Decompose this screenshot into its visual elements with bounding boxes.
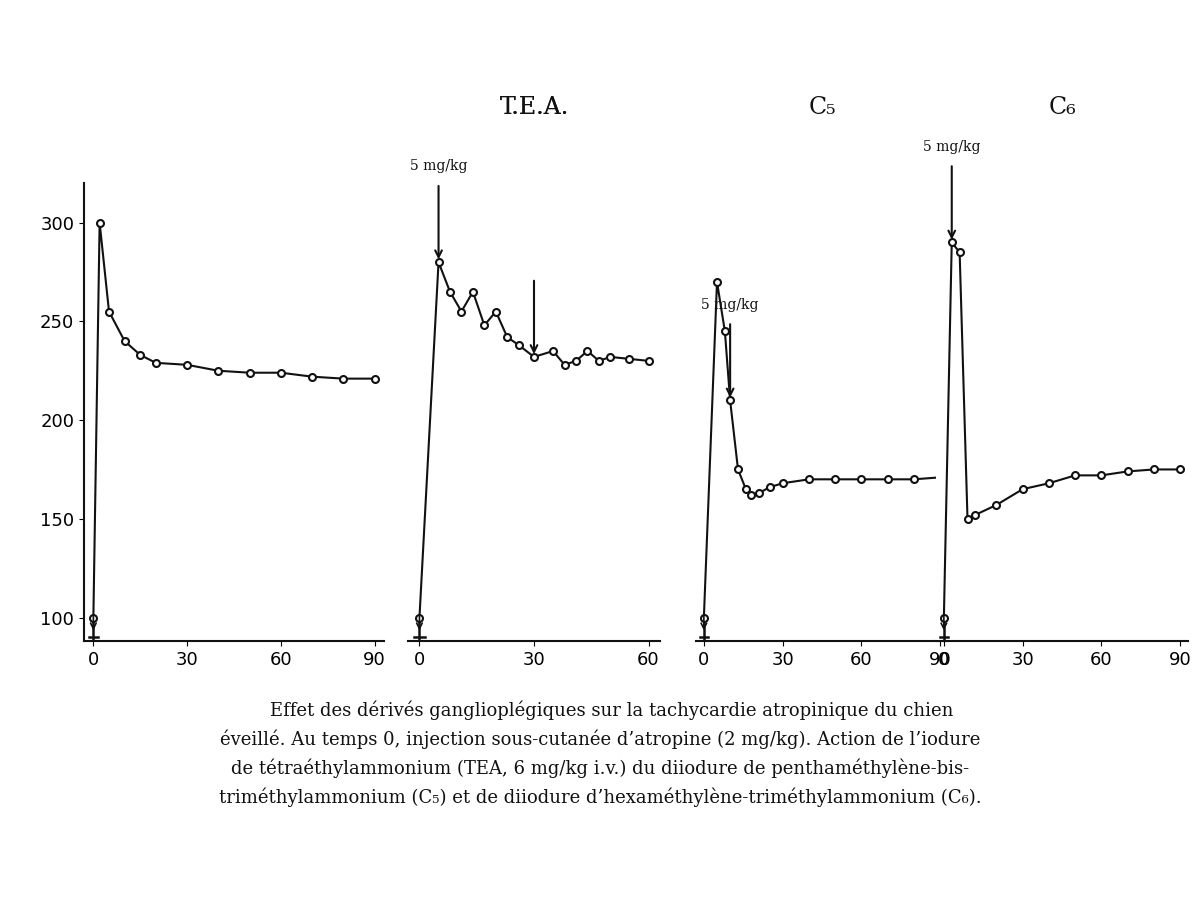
Text: Effet des dérivés ganglioplégiques sur la tachycardie atropinique du chien
éveil: Effet des dérivés ganglioplégiques sur l… bbox=[218, 701, 982, 807]
Text: T.E.A.: T.E.A. bbox=[499, 96, 569, 119]
Text: T.E.A.: T.E.A. bbox=[499, 96, 569, 119]
Text: C₅: C₅ bbox=[809, 96, 835, 119]
Text: 5 mg/kg: 5 mg/kg bbox=[923, 139, 980, 154]
Text: 5 mg/kg: 5 mg/kg bbox=[701, 298, 758, 311]
Text: 5 mg/kg: 5 mg/kg bbox=[409, 159, 467, 173]
Text: C₆: C₆ bbox=[1048, 96, 1076, 119]
